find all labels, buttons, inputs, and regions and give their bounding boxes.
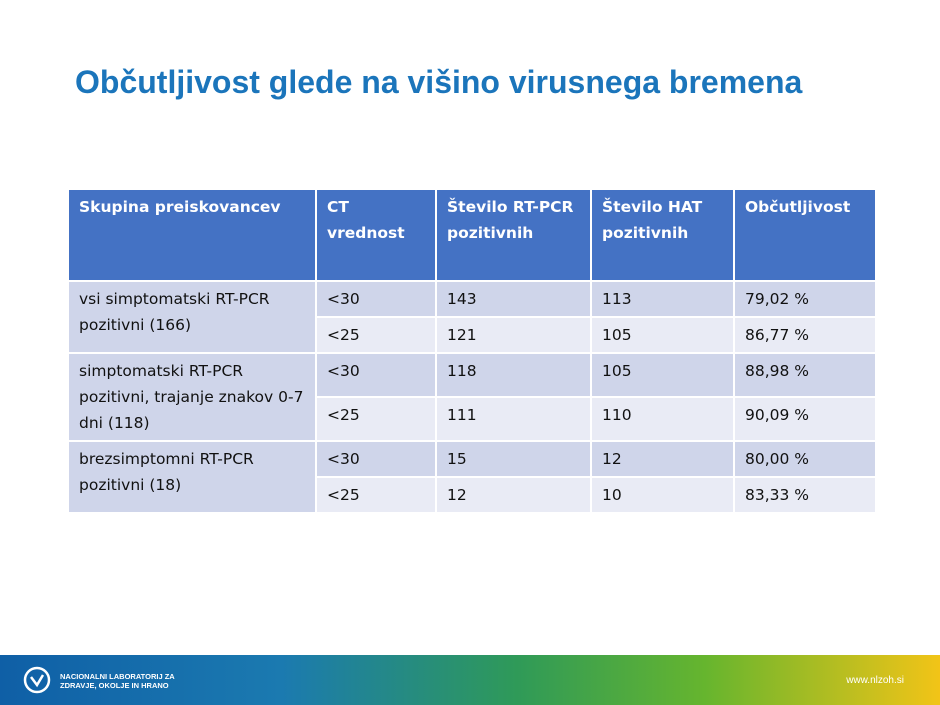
column-header: Število HAT pozitivnih [590, 188, 735, 282]
group-label: vsi simptomatski RT-PCR pozitivni (166) [67, 280, 317, 354]
table-row: brezsimptomni RT-PCR pozitivni (18) <30 15… [67, 440, 877, 514]
ct-value: <25 [315, 396, 437, 442]
group-label: simptomatski RT-PCR pozitivni, trajanje … [67, 352, 317, 442]
rt-pcr-count: 121 [435, 316, 592, 354]
hat-count: 110 [590, 396, 735, 442]
sensitivity: 88,98 % [733, 352, 877, 398]
sensitivity: 80,00 % [733, 440, 877, 478]
ct-value: <30 [315, 280, 437, 318]
column-header: Skupina preiskovancev [67, 188, 317, 282]
group-label: brezsimptomni RT-PCR pozitivni (18) [67, 440, 317, 514]
rt-pcr-count: 15 [435, 440, 592, 478]
column-header: Število RT-PCR pozitivnih [435, 188, 592, 282]
sensitivity: 86,77 % [733, 316, 877, 354]
website-url: www.nlzoh.si [846, 675, 904, 686]
table-row: <25 121 105 86,77 % [68, 316, 877, 354]
table-body: vsi simptomatski RT-PCR pozitivni (166) <… [67, 280, 877, 514]
hat-count: 105 [590, 316, 735, 354]
hat-count: 105 [590, 352, 735, 398]
table-row: <25 12 10 83,33 % [68, 476, 877, 514]
ct-value: <30 [315, 440, 437, 478]
data-table: Skupina preiskovancev CT vrednost Število … [67, 188, 877, 514]
logo [23, 666, 51, 694]
hat-count: 10 [590, 476, 735, 514]
header-row: Skupina preiskovancev CT vrednost Število … [67, 188, 877, 282]
rt-pcr-count: 118 [435, 352, 592, 398]
sensitivity: 83,33 % [733, 476, 877, 514]
sensitivity: 90,09 % [733, 396, 877, 442]
rt-pcr-count: 111 [435, 396, 592, 442]
hat-count: 12 [590, 440, 735, 478]
organization-name: NACIONALNI LABORATORIJ ZA ZDRAVJE, OKOLJ… [60, 672, 175, 690]
table-row: vsi simptomatski RT-PCR pozitivni (166) <… [67, 280, 877, 354]
table-row: <25 111 110 90,09 % [68, 396, 877, 442]
sensitivity: 79,02 % [733, 280, 877, 318]
slide-title: Občutljivost glede na višino virusnega b… [75, 64, 803, 100]
column-header: Občutljivost [733, 188, 877, 282]
ct-value: <25 [315, 476, 437, 514]
ct-value: <30 [315, 352, 437, 398]
table-row: simptomatski RT-PCR pozitivni, trajanje … [67, 352, 877, 442]
ct-value: <25 [315, 316, 437, 354]
hat-count: 113 [590, 280, 735, 318]
rt-pcr-count: 12 [435, 476, 592, 514]
column-header: CT vrednost [315, 188, 437, 282]
footer-bar: NACIONALNI LABORATORIJ ZA ZDRAVJE, OKOLJ… [0, 655, 940, 705]
rt-pcr-count: 143 [435, 280, 592, 318]
